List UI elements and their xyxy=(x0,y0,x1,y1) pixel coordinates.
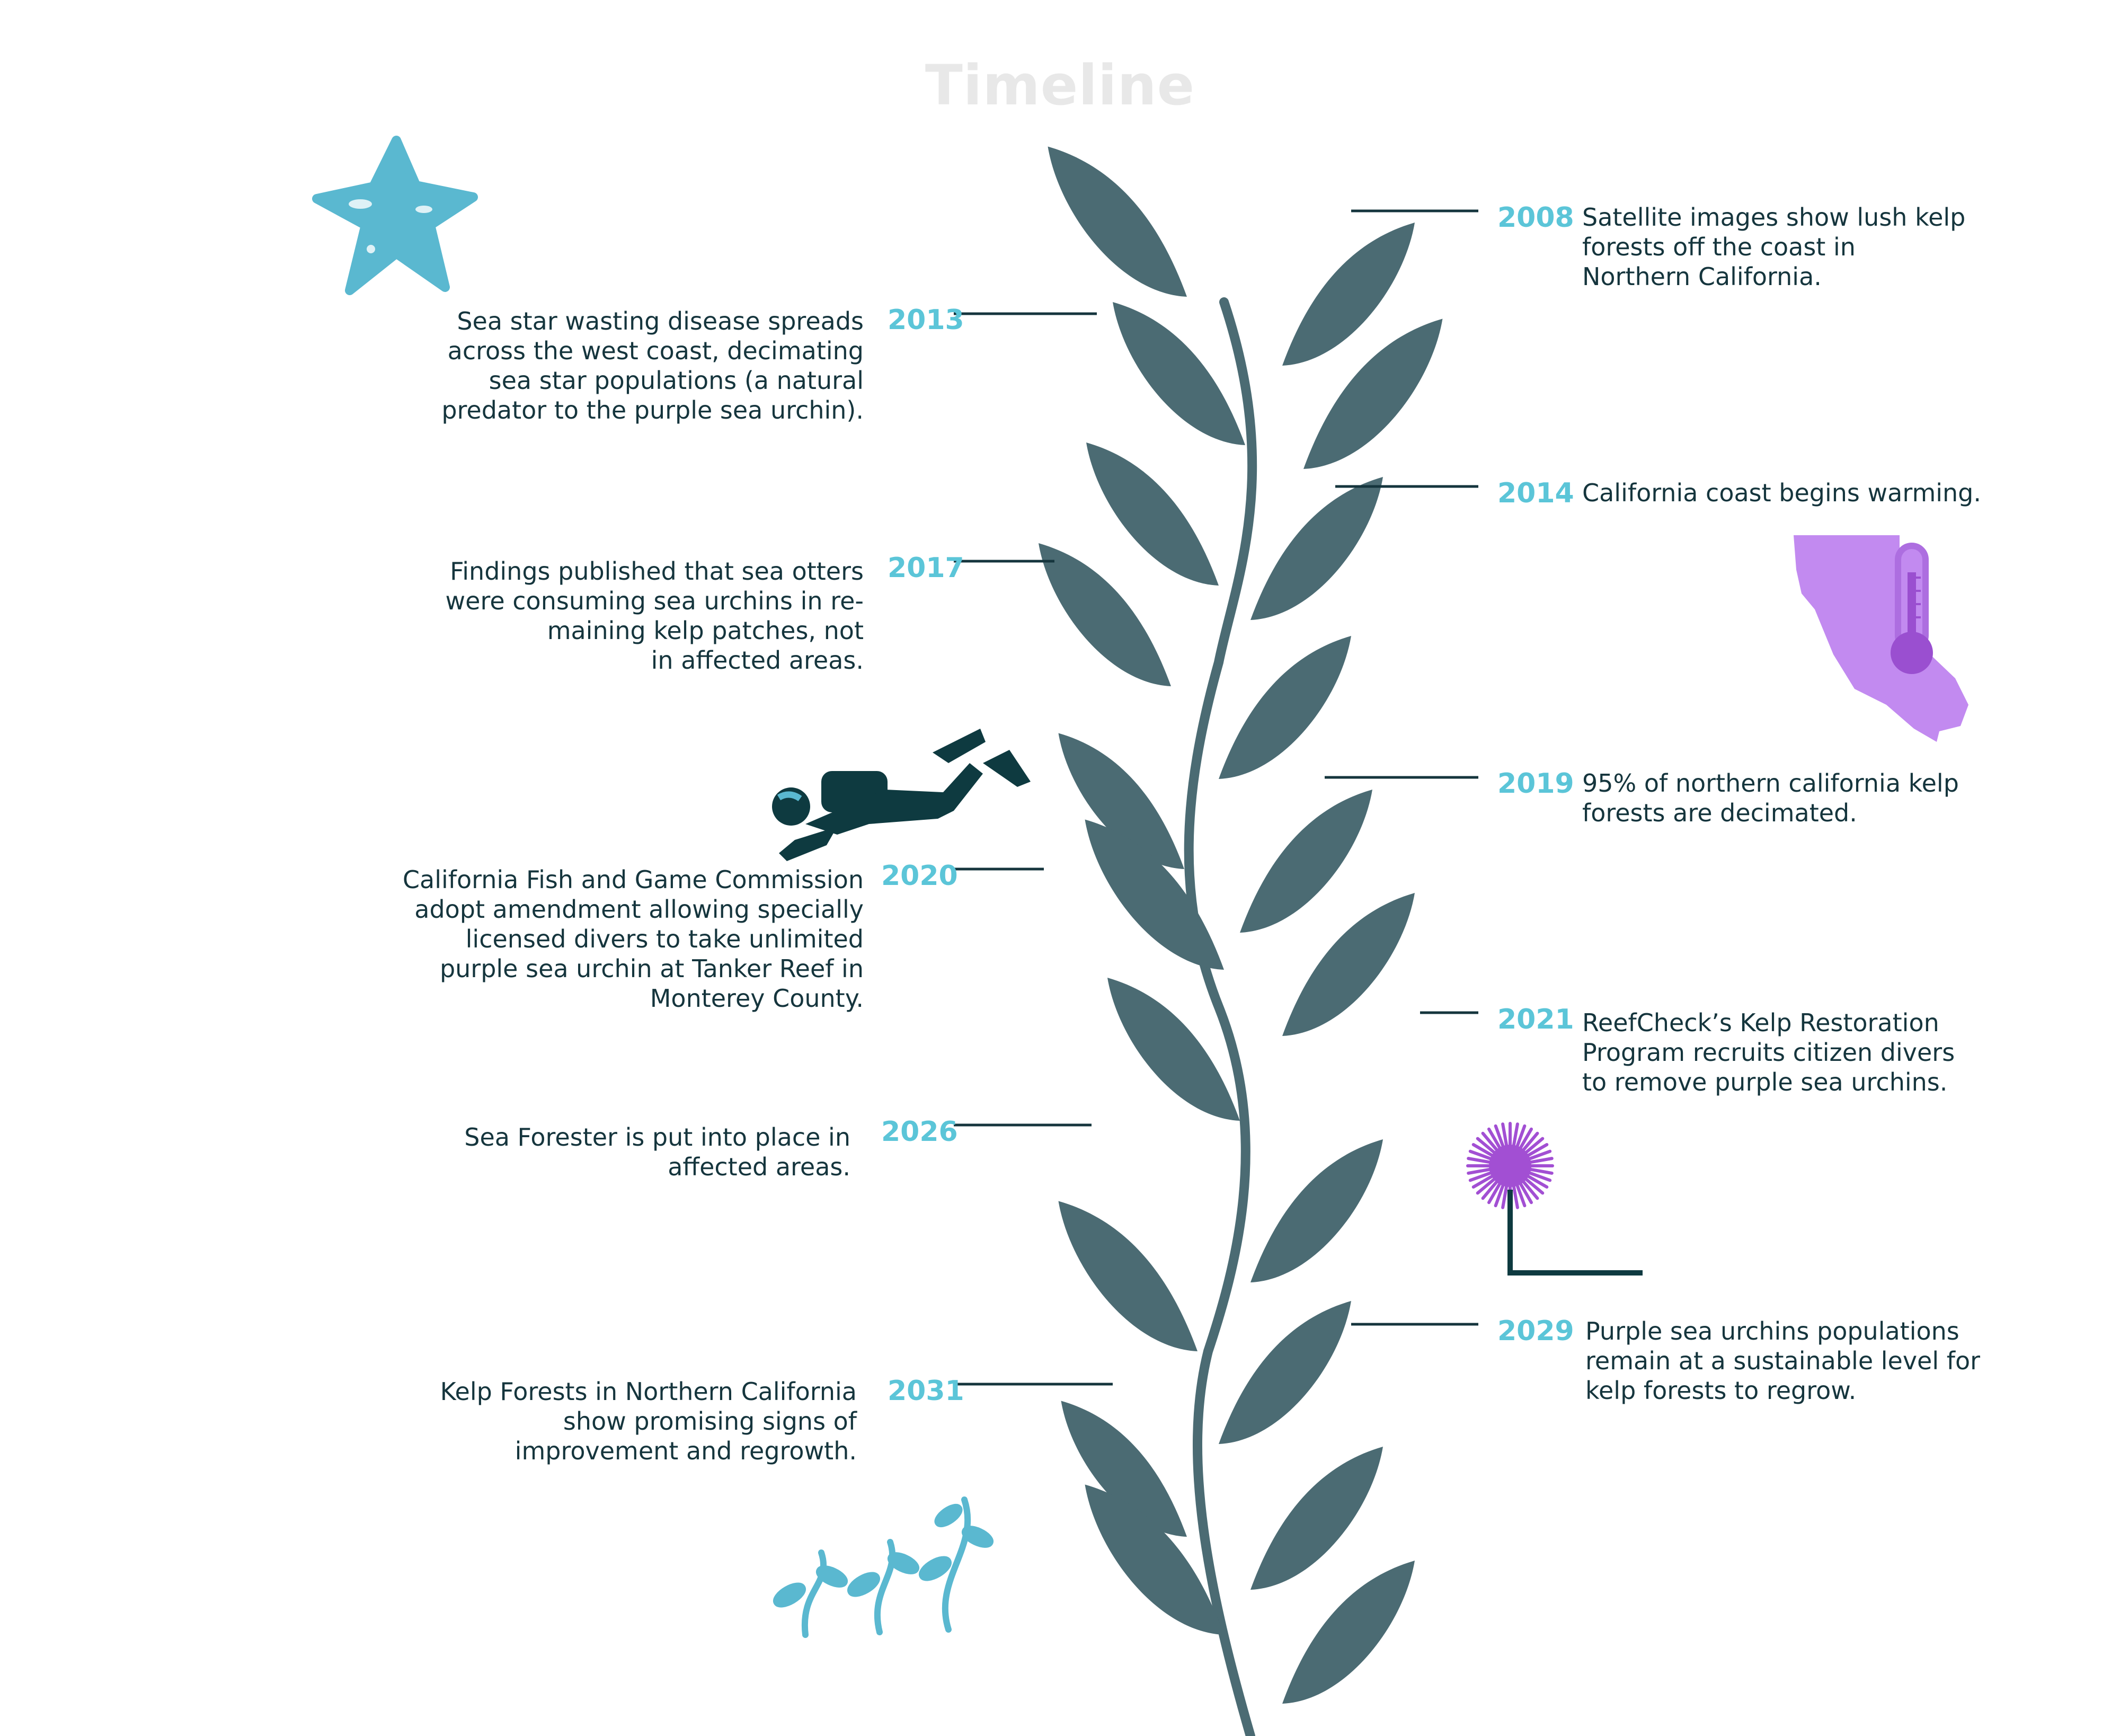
urchin-spike xyxy=(1494,1181,1506,1208)
event-text-2029: Purple sea urchins populations remain at… xyxy=(1585,1317,1981,1405)
kelp-leaf-icon xyxy=(1113,302,1245,445)
urchin-spike xyxy=(1522,1176,1545,1195)
urchin-spike xyxy=(1518,1180,1533,1204)
event-year-2019: 2019 xyxy=(1497,768,1574,800)
urchin-spike xyxy=(1527,1167,1554,1175)
urchin-spike xyxy=(1494,1124,1506,1150)
urchin-spike xyxy=(1520,1178,1539,1200)
event-text-2008: Satellite images show lush kelp forests … xyxy=(1582,203,1966,291)
kelp-leaf-icon xyxy=(1250,1447,1383,1590)
urchin-spike xyxy=(1520,1131,1539,1154)
event-text-2026: Sea Forester is put into place in affect… xyxy=(464,1123,850,1181)
event-text-2021: ReefCheck’s Kelp Restoration Program rec… xyxy=(1582,1008,1955,1096)
california-thermometer-icon xyxy=(1794,535,1968,742)
urchin-spike xyxy=(1487,1127,1503,1152)
kelp-leaf-icon xyxy=(1250,477,1383,620)
urchin-spike xyxy=(1518,1127,1533,1152)
timeline-connectors xyxy=(954,209,1478,1386)
urchin-spike xyxy=(1525,1149,1552,1162)
event-text-2019: 95% of northern california kelp forests … xyxy=(1582,769,1959,827)
starfish-icon xyxy=(312,136,478,295)
event-text-2014: California coast begins warming. xyxy=(1582,479,1982,507)
event-text-2017: Findings published that sea otters were … xyxy=(445,557,864,675)
urchin-spike xyxy=(1514,1124,1527,1150)
event-text-2013: Sea star wasting disease spreads across … xyxy=(441,307,864,424)
kelp-leaf-icon xyxy=(1240,790,1372,933)
event-year-2013: 2013 xyxy=(888,304,964,336)
urchin-spike xyxy=(1476,1176,1498,1195)
sea-urchin-icon xyxy=(1466,1122,1643,1276)
event-year-2020: 2020 xyxy=(881,860,958,892)
kelp-leaf-icon xyxy=(1048,146,1187,297)
event-year-2031: 2031 xyxy=(888,1375,964,1407)
kelp-leaf-icon xyxy=(1250,1139,1383,1282)
urchin-spike xyxy=(1527,1157,1554,1164)
kelp-leaf-icon xyxy=(1282,893,1415,1036)
urchin-spike xyxy=(1524,1143,1549,1158)
urchin-spike xyxy=(1522,1137,1545,1156)
event-year-2008: 2008 xyxy=(1497,202,1574,234)
page-title: Timeline xyxy=(925,53,1195,118)
urchin-spike xyxy=(1481,1131,1500,1154)
kelp-leaf-icon xyxy=(1219,1301,1351,1444)
kelp-leaf-icon xyxy=(1282,1561,1415,1704)
event-year-2014: 2014 xyxy=(1497,477,1574,509)
seaweed-sprouts-icon xyxy=(773,1496,994,1638)
kelp-stalk-icon xyxy=(1184,297,1257,1736)
urchin-spike xyxy=(1525,1170,1552,1182)
urchin-spike xyxy=(1467,1157,1494,1164)
event-year-2026: 2026 xyxy=(881,1116,958,1148)
urchin-spike xyxy=(1512,1182,1519,1209)
urchin-spike xyxy=(1524,1173,1549,1189)
kelp-leaf-icon xyxy=(1086,442,1219,586)
urchin-spike xyxy=(1487,1180,1503,1204)
kelp-leaf-icon xyxy=(1219,636,1351,779)
kelp-leaf-icon xyxy=(1058,1201,1198,1351)
urchin-spike xyxy=(1501,1182,1509,1209)
urchin-spike xyxy=(1514,1181,1527,1208)
kelp-leaf-icon xyxy=(1039,543,1171,686)
event-year-2017: 2017 xyxy=(888,552,964,584)
event-year-2029: 2029 xyxy=(1497,1315,1574,1347)
urchin-spike xyxy=(1476,1137,1498,1156)
urchin-spike xyxy=(1468,1170,1495,1182)
event-text-2031: Kelp Forests in Northern California show… xyxy=(440,1377,857,1465)
event-year-2021: 2021 xyxy=(1497,1004,1574,1035)
urchin-spike xyxy=(1467,1167,1494,1175)
urchin-spike xyxy=(1481,1178,1500,1200)
urchin-spike xyxy=(1471,1143,1496,1158)
urchin-spike xyxy=(1471,1173,1496,1189)
event-text-2020: California Fish and Game Commission adop… xyxy=(402,865,864,1013)
urchin-spike xyxy=(1468,1149,1495,1162)
urchin-spike xyxy=(1501,1122,1509,1149)
scuba-diver-icon xyxy=(772,729,1031,861)
urchin-spike xyxy=(1512,1122,1519,1149)
